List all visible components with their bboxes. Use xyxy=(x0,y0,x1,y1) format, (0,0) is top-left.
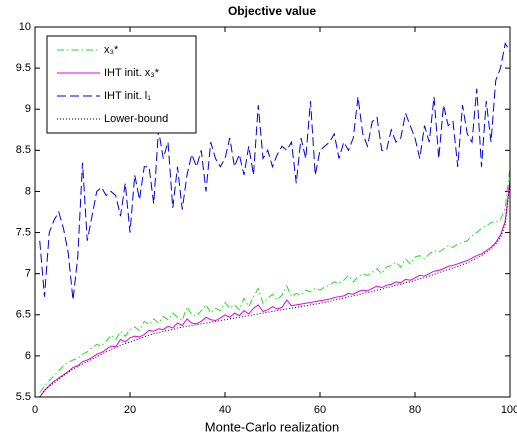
x-axis-label: Monte-Carlo realization xyxy=(205,419,339,434)
x-tick-label: 40 xyxy=(219,404,231,416)
y-tick-label: 10 xyxy=(19,21,31,33)
y-tick-label: 6 xyxy=(25,350,31,362)
series-line xyxy=(39,179,511,398)
legend-label: IHT init. x₃* xyxy=(104,67,160,79)
x-tick-label: 0 xyxy=(32,404,38,416)
y-tick-label: 6.5 xyxy=(16,309,31,321)
x-tick-label: 80 xyxy=(409,404,421,416)
y-tick-label: 9.5 xyxy=(16,62,31,74)
legend-box xyxy=(46,35,197,134)
x-tick-label: 20 xyxy=(124,404,136,416)
y-tick-label: 8.5 xyxy=(16,144,31,156)
y-tick-label: 7.5 xyxy=(16,226,31,238)
y-tick-label: 5.5 xyxy=(16,391,31,403)
y-tick-label: 8 xyxy=(25,185,31,197)
legend-label: Lower-bound xyxy=(104,113,168,125)
legend-label: x₃* xyxy=(104,44,119,56)
x-tick-label: 60 xyxy=(314,404,326,416)
plot-frame xyxy=(34,26,511,398)
y-tick-label: 9 xyxy=(25,103,31,115)
x-tick-label: 100 xyxy=(501,404,517,416)
series-line xyxy=(39,166,511,394)
series-line xyxy=(39,42,511,301)
series-line xyxy=(39,183,511,398)
y-tick-label: 7 xyxy=(25,268,31,280)
legend-label: IHT init. l₁ xyxy=(104,90,151,102)
chart-title: Objective value xyxy=(228,4,316,18)
